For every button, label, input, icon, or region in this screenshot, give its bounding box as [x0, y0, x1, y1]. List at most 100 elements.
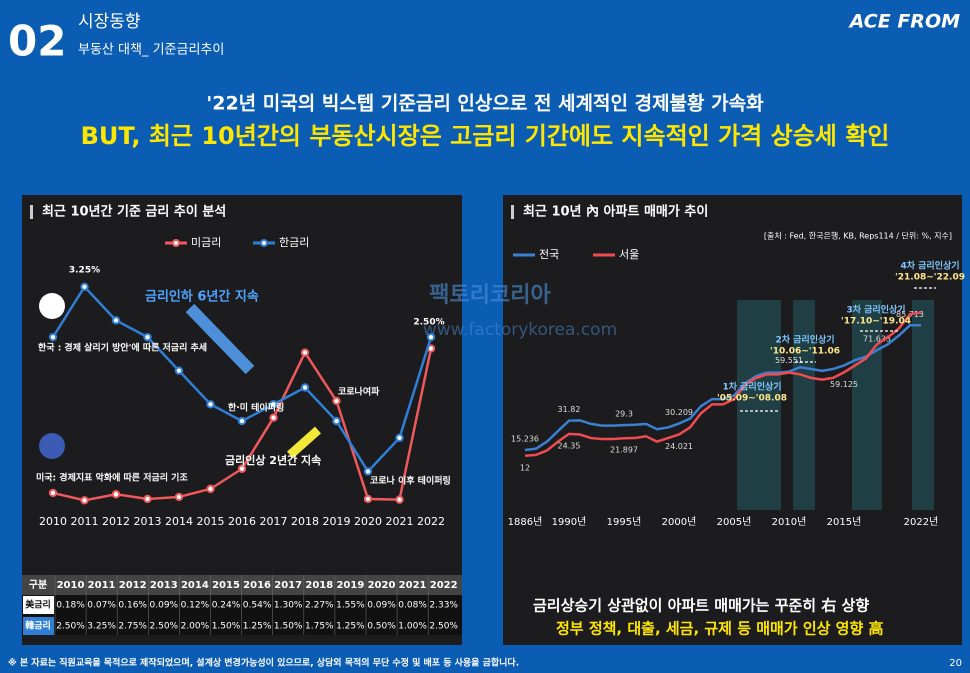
annotation: 금리인하 6년간 지속: [145, 289, 259, 305]
flag: [39, 433, 65, 459]
table-header: 구분: [29, 579, 47, 591]
annotation: 한·미 테이퍼링: [228, 402, 284, 414]
point: [80, 496, 89, 505]
table-cell: 2.33%: [429, 601, 458, 611]
table-cell: 1.50%: [274, 622, 303, 632]
watermark: www.factorykorea.com: [423, 320, 617, 340]
annotation: 코로나 이후 테이퍼링: [370, 475, 451, 487]
x-tick-label: 2015: [197, 515, 225, 528]
x-tick-label: 2010: [39, 515, 67, 528]
section-subtitle: 부동산 대책_ 기준금리추이: [78, 43, 224, 58]
period-band: [852, 300, 882, 510]
x-tick-label: 2005년: [717, 516, 752, 528]
value-label: 29.3: [615, 410, 633, 419]
table-cell: 1.25%: [336, 622, 365, 632]
table-cell: 2.75%: [118, 622, 147, 632]
point: [237, 464, 247, 473]
point: [363, 467, 373, 476]
annotation: '17.10~'19.04: [841, 317, 911, 327]
point: [206, 484, 215, 494]
point: [395, 433, 404, 443]
table-header: 2013: [150, 580, 178, 591]
value-label: 71.633: [863, 335, 891, 344]
x-tick-label: 2021: [386, 515, 414, 528]
logo: ACE FROM: [848, 11, 960, 33]
row-label-bg: [23, 596, 54, 614]
table-row-label: 美금리: [25, 599, 51, 611]
table-cell: 1.55%: [336, 601, 365, 611]
period-band: [912, 300, 934, 510]
point: [332, 416, 341, 426]
point-label: 3.25%: [69, 266, 100, 276]
row-label-bg: [23, 617, 54, 635]
point-label: 2.50%: [413, 318, 444, 328]
value-label: 59.551: [775, 356, 803, 365]
table-row-label: 韓금리: [25, 620, 51, 632]
table-header: 2017: [274, 580, 302, 591]
value-label: 24.35: [558, 441, 581, 450]
point: [48, 488, 58, 498]
trend-arrow: [287, 426, 321, 459]
table-header: 2016: [243, 580, 271, 591]
table-header: 2012: [119, 580, 147, 591]
table-cell: 0.12%: [181, 601, 210, 611]
legend-label: 미금리: [191, 236, 221, 249]
legend-label: 서울: [619, 248, 639, 261]
value-label: 59.125: [830, 380, 858, 389]
x-tick-label: 2010년: [772, 516, 807, 528]
point: [237, 416, 247, 426]
table-header: 2018: [305, 580, 333, 591]
legend-dot: [260, 239, 268, 247]
series-line: [524, 324, 921, 452]
source: [출처 : Fed, 한국은행, KB, Reps114 / 단위: %, 지수…: [764, 231, 952, 241]
table-cell: 2.50%: [56, 622, 85, 632]
period-band: [737, 300, 781, 510]
annotation: '10.06~'11.06: [770, 347, 840, 357]
table-cell: 3.25%: [87, 622, 116, 632]
legend-label: 전국: [539, 248, 559, 261]
point: [300, 348, 310, 357]
x-tick-label: 2022년: [904, 516, 939, 528]
x-tick-label: 1990년: [552, 516, 587, 528]
title-marker: [30, 205, 33, 219]
x-tick-label: 2020: [354, 515, 382, 528]
chart-title: 최근 10년간 기준 금리 추이 분석: [42, 204, 226, 220]
x-tick-label: 2014: [165, 515, 193, 528]
annotation: 2차 금리인상기: [775, 334, 834, 346]
table-cell: 2.50%: [429, 622, 458, 632]
table-header: 2014: [181, 580, 209, 591]
x-tick-label: 1995년: [607, 516, 642, 528]
point: [300, 383, 310, 392]
annotation: 금리인상 2년간 지속: [225, 453, 321, 467]
value-label: 12: [520, 463, 530, 472]
point: [143, 494, 152, 504]
legend-dot: [172, 239, 180, 247]
table-cell: 0.18%: [56, 601, 85, 611]
table-cell: 1.75%: [305, 622, 334, 632]
caption-highlight: 정부 정책, 대출, 세금, 규제 등 매매가 인상 영향 高: [556, 620, 884, 638]
table-cell: 1.00%: [398, 622, 427, 632]
x-tick-label: 2016: [228, 515, 256, 528]
point: [269, 400, 278, 409]
value-label: 30.209: [665, 408, 693, 417]
chart-title: 최근 10년 內 아파트 매매가 추이: [523, 204, 708, 220]
point: [363, 494, 373, 504]
legend-label: 한금리: [279, 236, 309, 249]
annotation: '05.09~'08.08: [717, 394, 787, 404]
table-header-bg: [22, 575, 462, 595]
x-tick-label: 2017: [260, 515, 288, 528]
point: [80, 282, 89, 291]
table-cell: 0.08%: [398, 601, 427, 611]
point: [206, 400, 215, 409]
watermark: 팩토리코리아: [429, 283, 551, 308]
point: [395, 495, 404, 504]
table-header: 2022: [430, 580, 458, 591]
annotation: 3차 금리인상기: [846, 304, 905, 316]
point: [111, 490, 121, 499]
headline-highlight: BUT, 최근 10년간의 부동산시장은 고금리 기간에도 지속적인 가격 상승…: [81, 122, 890, 150]
point: [111, 316, 121, 325]
point: [269, 413, 278, 422]
period-band: [793, 300, 815, 510]
